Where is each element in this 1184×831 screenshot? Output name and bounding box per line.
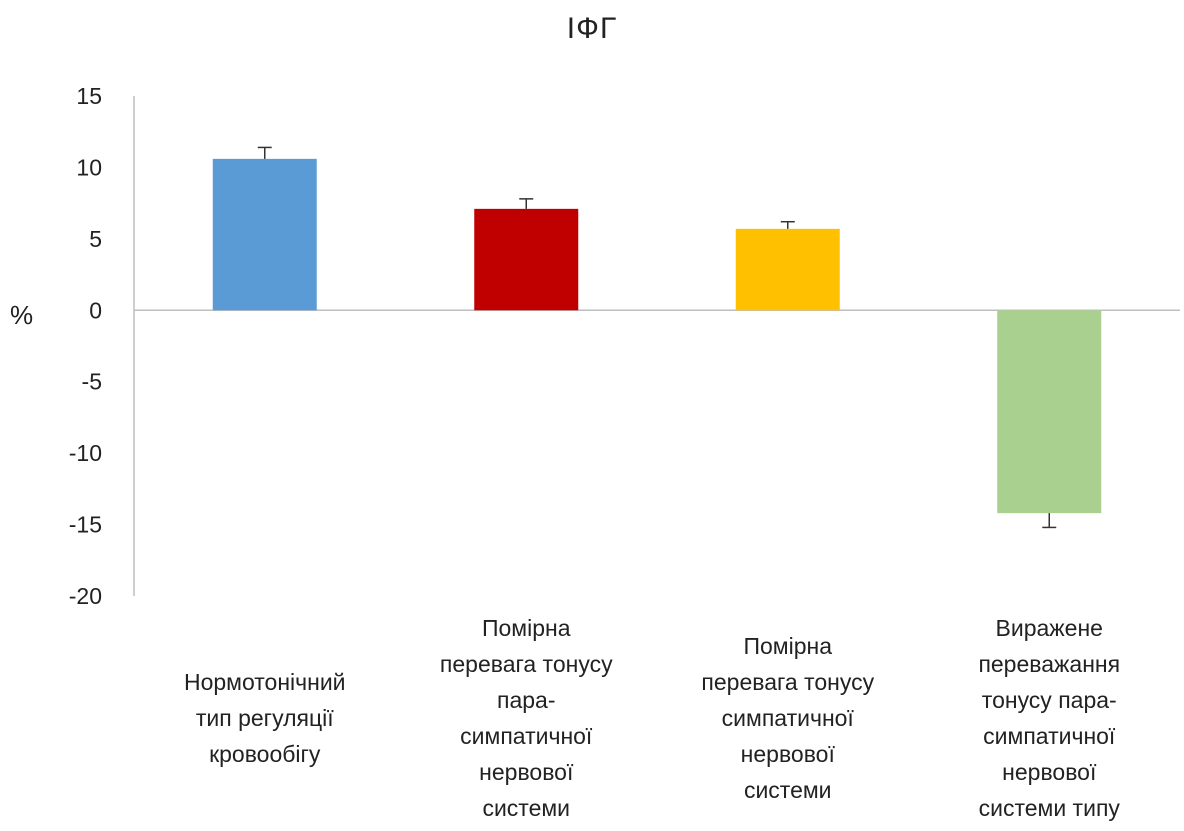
y-tick-label: 10: [76, 154, 102, 180]
y-tick-label: -10: [69, 440, 102, 466]
bar: [212, 158, 317, 311]
y-axis-label: %: [10, 300, 34, 330]
bar: [735, 228, 840, 311]
bar: [997, 310, 1102, 514]
y-tick-label: -15: [69, 512, 102, 538]
y-tick-label: 5: [89, 226, 102, 252]
y-tick-label: -20: [69, 583, 102, 609]
x-category-label: Нормотонічний тип регуляції кровообігу: [183, 669, 346, 767]
chart-title: ІФГ: [566, 12, 618, 45]
y-tick-label: 15: [76, 83, 102, 109]
bar: [474, 208, 579, 311]
y-tick-label: -5: [82, 369, 102, 395]
x-category-label: Помірна перевага тонусу пара- симпатично…: [439, 615, 613, 821]
x-category-label: Виражене переважання тонусу пара- симпат…: [978, 615, 1121, 821]
x-category-label: Помірна перевага тонусу симпатичної нерв…: [701, 633, 875, 803]
y-tick-label: 0: [89, 297, 102, 323]
